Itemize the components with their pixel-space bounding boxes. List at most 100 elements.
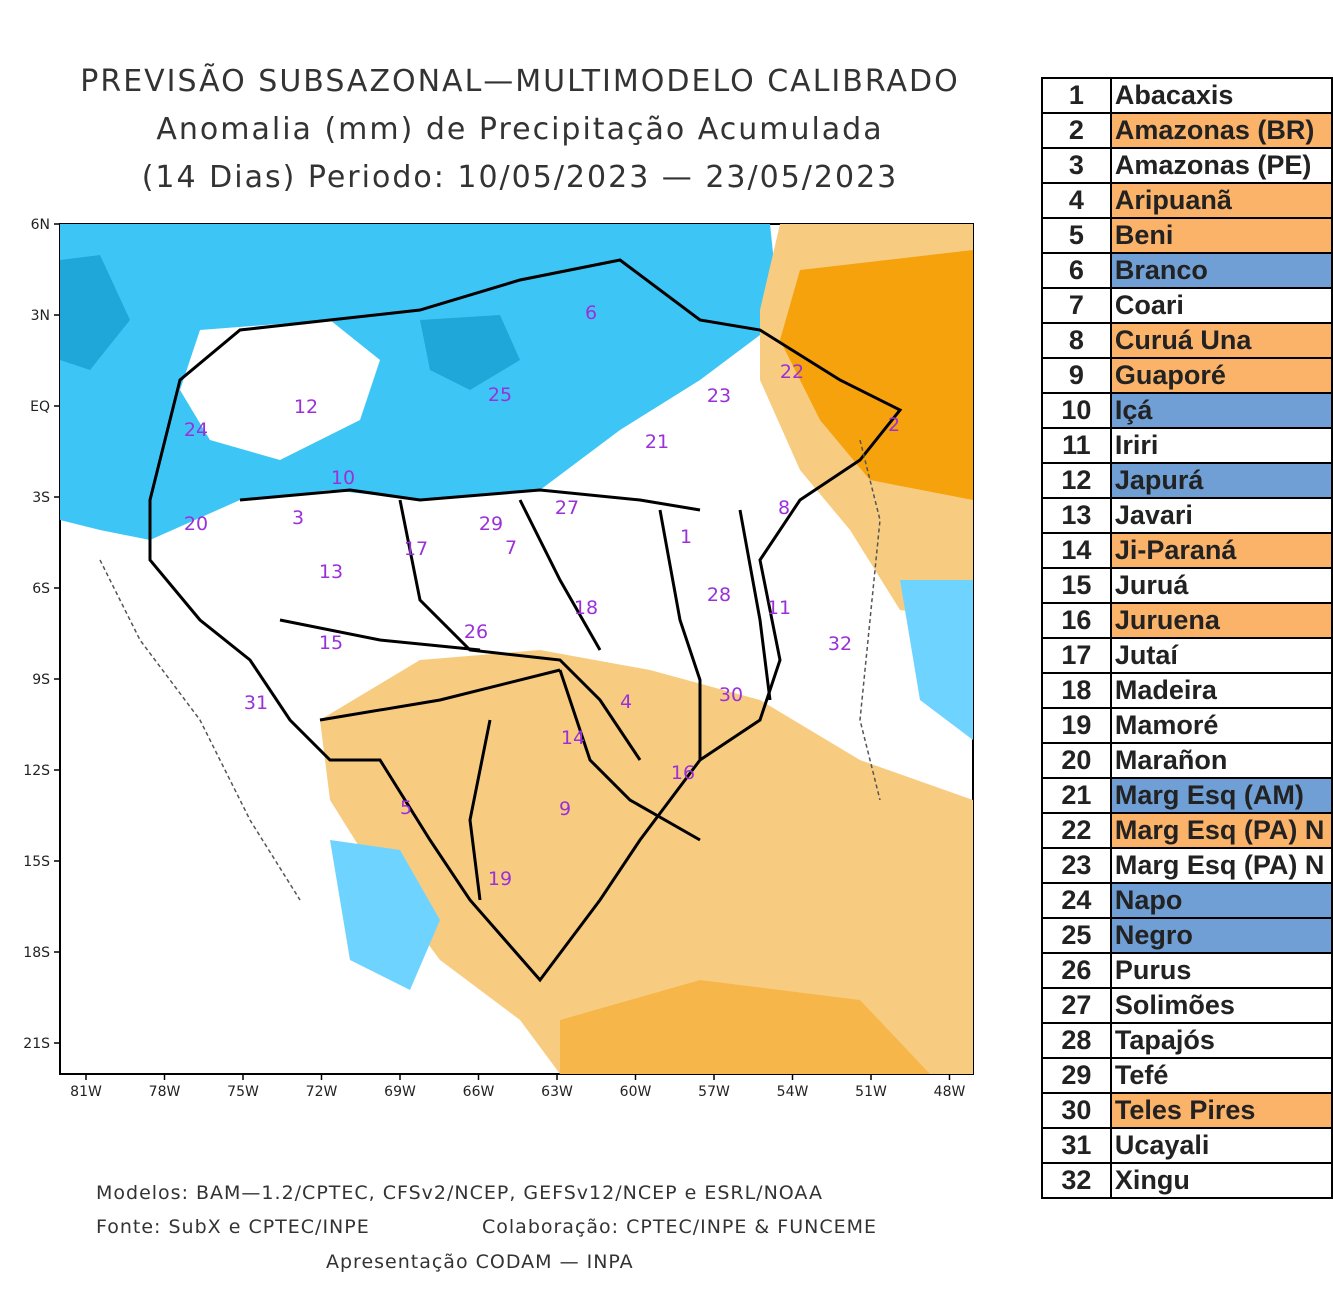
basin-number-cell: 25: [1041, 917, 1112, 954]
basin-number-label: 28: [707, 584, 731, 606]
basin-legend-row: 13 Javari: [1041, 497, 1333, 534]
basin-name-cell: Xingu: [1109, 1162, 1333, 1199]
lat-label: 3N: [31, 308, 50, 324]
basin-number-cell: 32: [1041, 1162, 1112, 1199]
basin-number-cell: 7: [1041, 287, 1112, 324]
basin-legend-row: 17 Jutaí: [1041, 637, 1333, 674]
basin-number-label: 16: [671, 762, 695, 784]
basin-name-cell: Iriri: [1109, 427, 1333, 464]
basin-number-cell: 14: [1041, 532, 1112, 569]
basin-legend-row: 10 Içá: [1041, 392, 1333, 429]
wet-anomaly-region-east: [900, 580, 973, 740]
basin-number-labels: 1234567891011121314151617181920212223242…: [184, 302, 900, 890]
lon-label: 48W: [934, 1084, 966, 1100]
footer-collaboration: Colaboração: CPTEC/INPE & FUNCEME: [482, 1216, 878, 1238]
basin-number-label: 26: [464, 621, 488, 643]
basin-legend-row: 26 Purus: [1041, 952, 1333, 989]
lat-label: 3S: [32, 490, 50, 506]
basin-number-cell: 16: [1041, 602, 1112, 639]
basin-legend-row: 28 Tapajós: [1041, 1022, 1333, 1059]
basin-name-cell: Beni: [1109, 217, 1333, 254]
basin-number-label: 12: [294, 396, 318, 418]
basin-legend-row: 9 Guaporé: [1041, 357, 1333, 394]
lon-label: 51W: [855, 1084, 887, 1100]
basin-number-cell: 13: [1041, 497, 1112, 534]
basin-number-label: 23: [707, 385, 731, 407]
basin-name-cell: Guaporé: [1109, 357, 1333, 394]
basin-number-cell: 29: [1041, 1057, 1112, 1094]
basin-legend-row: 22 Marg Esq (PA) N: [1041, 812, 1333, 849]
basin-number-cell: 23: [1041, 847, 1112, 884]
lon-label: 69W: [384, 1084, 416, 1100]
basin-legend-row: 12 Japurá: [1041, 462, 1333, 499]
basin-name-cell: Ucayali: [1109, 1127, 1333, 1164]
basin-name-cell: Içá: [1109, 392, 1333, 429]
basin-legend-row: 15 Juruá: [1041, 567, 1333, 604]
basin-name-cell: Japurá: [1109, 462, 1333, 499]
basin-name-cell: Jutaí: [1109, 637, 1333, 674]
basin-number-cell: 21: [1041, 777, 1112, 814]
basin-legend-row: 7 Coari: [1041, 287, 1333, 324]
basin-legend-row: 25 Negro: [1041, 917, 1333, 954]
basin-number-cell: 20: [1041, 742, 1112, 779]
lat-label: 15S: [23, 854, 50, 870]
lon-label: 66W: [463, 1084, 495, 1100]
lat-label: EQ: [30, 399, 50, 415]
basin-name-cell: Teles Pires: [1109, 1092, 1333, 1129]
basin-number-label: 3: [292, 507, 304, 529]
lon-label: 72W: [306, 1084, 338, 1100]
basin-number-cell: 8: [1041, 322, 1112, 359]
basin-name-cell: Madeira: [1109, 672, 1333, 709]
basin-legend-row: 1 Abacaxis: [1041, 77, 1333, 114]
basin-number-cell: 10: [1041, 392, 1112, 429]
basin-name-cell: Juruena: [1109, 602, 1333, 639]
basin-name-cell: Solimões: [1109, 987, 1333, 1024]
basin-legend-row: 21 Marg Esq (AM): [1041, 777, 1333, 814]
basin-legend-row: 16 Juruena: [1041, 602, 1333, 639]
basin-number-label: 10: [331, 467, 355, 489]
basin-legend-row: 20 Marañon: [1041, 742, 1333, 779]
basin-number-label: 31: [244, 692, 268, 714]
lon-label: 54W: [777, 1084, 809, 1100]
latitude-axis: 6N 3N EQ 3S 6S 9S 12S 15S 18S 21S: [23, 217, 60, 1052]
lat-label: 6N: [31, 217, 50, 233]
basin-number-cell: 12: [1041, 462, 1112, 499]
basin-boundaries: [148, 258, 903, 983]
basin-number-label: 25: [488, 384, 512, 406]
basin-number-cell: 27: [1041, 987, 1112, 1024]
title-line-2: Anomalia (mm) de Precipitação Acumulada: [156, 112, 884, 147]
lat-label: 18S: [23, 945, 50, 961]
neutral-region-north: [180, 320, 380, 460]
basin-legend-row: 30 Teles Pires: [1041, 1092, 1333, 1129]
basin-number-cell: 9: [1041, 357, 1112, 394]
basin-number-cell: 17: [1041, 637, 1112, 674]
basin-name-cell: Tefé: [1109, 1057, 1333, 1094]
basin-number-cell: 30: [1041, 1092, 1112, 1129]
basin-number-label: 1: [680, 526, 692, 548]
basin-legend-row: 24 Napo: [1041, 882, 1333, 919]
basin-name-cell: Marg Esq (AM): [1109, 777, 1333, 814]
basin-number-label: 5: [400, 797, 412, 819]
basin-number-label: 14: [561, 727, 585, 749]
basin-number-label: 24: [184, 419, 208, 441]
basin-name-cell: Marg Esq (PA) N: [1109, 847, 1333, 884]
footer-models: Modelos: BAM—1.2/CPTEC, CFSv2/NCEP, GEFS…: [96, 1182, 823, 1204]
basin-name-cell: Javari: [1109, 497, 1333, 534]
basin-legend-row: 27 Solimões: [1041, 987, 1333, 1024]
basin-name-cell: Purus: [1109, 952, 1333, 989]
basin-legend-row: 31 Ucayali: [1041, 1127, 1333, 1164]
basin-legend-row: 8 Curuá Una: [1041, 322, 1333, 359]
basin-number-cell: 19: [1041, 707, 1112, 744]
map-area: [59, 223, 974, 1075]
basin-name-cell: Amazonas (BR): [1109, 112, 1333, 149]
basin-name-cell: Branco: [1109, 252, 1333, 289]
basin-number-cell: 26: [1041, 952, 1112, 989]
basin-number-cell: 4: [1041, 182, 1112, 219]
basin-number-label: 13: [319, 561, 343, 583]
basin-number-label: 27: [555, 497, 579, 519]
basin-number-label: 18: [574, 597, 598, 619]
title-line-1: PREVISÃO SUBSAZONAL—MULTIMODELO CALIBRAD…: [80, 64, 960, 99]
basin-name-cell: Abacaxis: [1109, 77, 1333, 114]
basin-name-cell: Amazonas (PE): [1109, 147, 1333, 184]
basin-legend-row: 2 Amazonas (BR): [1041, 112, 1333, 149]
